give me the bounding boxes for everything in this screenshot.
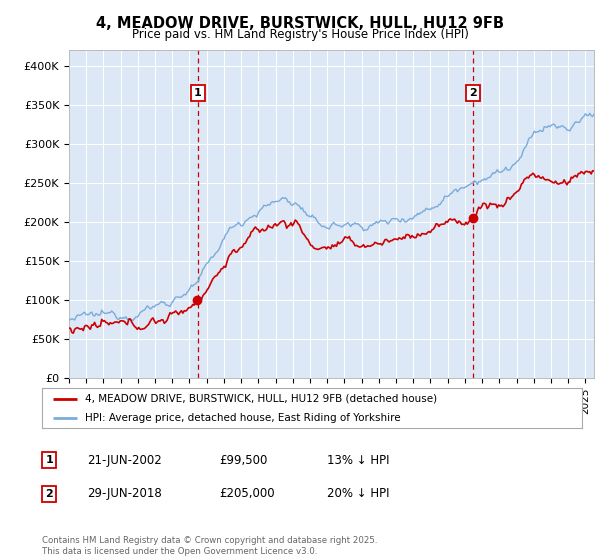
Text: Price paid vs. HM Land Registry's House Price Index (HPI): Price paid vs. HM Land Registry's House … bbox=[131, 28, 469, 41]
Text: 29-JUN-2018: 29-JUN-2018 bbox=[87, 487, 162, 501]
Text: 2: 2 bbox=[469, 88, 477, 99]
Text: Contains HM Land Registry data © Crown copyright and database right 2025.
This d: Contains HM Land Registry data © Crown c… bbox=[42, 536, 377, 556]
Text: 1: 1 bbox=[46, 455, 53, 465]
Text: HPI: Average price, detached house, East Riding of Yorkshire: HPI: Average price, detached house, East… bbox=[85, 413, 401, 422]
Text: 21-JUN-2002: 21-JUN-2002 bbox=[87, 454, 162, 467]
Text: 20% ↓ HPI: 20% ↓ HPI bbox=[327, 487, 389, 501]
Text: 2: 2 bbox=[46, 489, 53, 499]
Text: 4, MEADOW DRIVE, BURSTWICK, HULL, HU12 9FB (detached house): 4, MEADOW DRIVE, BURSTWICK, HULL, HU12 9… bbox=[85, 394, 437, 404]
Text: £205,000: £205,000 bbox=[219, 487, 275, 501]
Text: 1: 1 bbox=[194, 88, 202, 99]
Text: £99,500: £99,500 bbox=[219, 454, 268, 467]
Text: 13% ↓ HPI: 13% ↓ HPI bbox=[327, 454, 389, 467]
Text: 4, MEADOW DRIVE, BURSTWICK, HULL, HU12 9FB: 4, MEADOW DRIVE, BURSTWICK, HULL, HU12 9… bbox=[96, 16, 504, 31]
